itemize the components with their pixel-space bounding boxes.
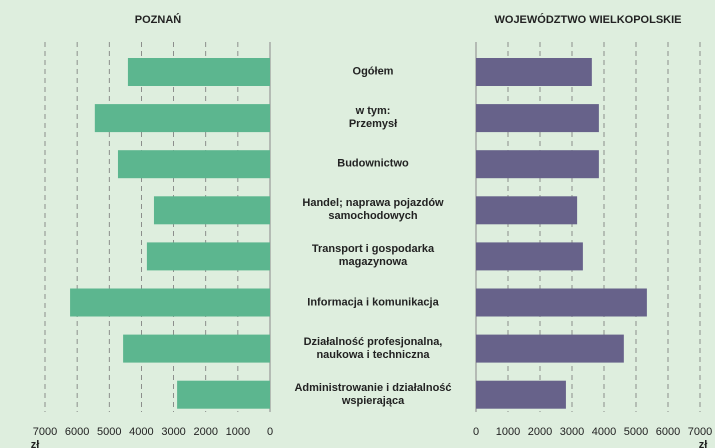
unit-label: zł bbox=[699, 439, 708, 448]
bar bbox=[476, 334, 624, 363]
bar bbox=[127, 58, 270, 86]
bar bbox=[476, 196, 578, 225]
bar bbox=[146, 242, 270, 271]
x-tick-label: 6000 bbox=[65, 426, 89, 438]
x-tick-label: 1000 bbox=[226, 426, 250, 438]
category-label: Ogółem bbox=[352, 65, 394, 78]
right-title: WOJEWÓDZTWO WIELKOPOLSKIE bbox=[495, 13, 682, 26]
bar bbox=[70, 288, 270, 317]
bar bbox=[123, 334, 270, 363]
category-label: Administrowanie i działalność wspierając… bbox=[294, 381, 452, 407]
category-label: w tym: Przemysł bbox=[348, 105, 398, 131]
x-tick-label: 2000 bbox=[193, 426, 217, 438]
bar bbox=[476, 150, 599, 179]
category-label: Transport i gospodarka magazynowa bbox=[311, 243, 435, 269]
left-title: POZNAŃ bbox=[135, 13, 182, 26]
x-tick-label: 4000 bbox=[129, 426, 153, 438]
x-tick-label: 7000 bbox=[33, 426, 57, 438]
x-tick-label: 3000 bbox=[161, 426, 185, 438]
x-tick-label: 0 bbox=[267, 426, 273, 438]
bar bbox=[476, 288, 647, 317]
bar bbox=[153, 196, 270, 225]
bar bbox=[117, 150, 270, 179]
x-tick-label: 2000 bbox=[528, 426, 552, 438]
x-tick-label: 1000 bbox=[496, 426, 520, 438]
bar bbox=[476, 104, 599, 133]
category-label: Informacja i komunikacja bbox=[307, 296, 439, 308]
x-tick-label: 3000 bbox=[560, 426, 584, 438]
bar bbox=[94, 104, 270, 133]
x-tick-label: 0 bbox=[473, 426, 479, 438]
category-label: Handel; naprawa pojazdów samochodowych bbox=[302, 197, 444, 223]
x-tick-label: 5000 bbox=[97, 426, 121, 438]
category-label: Budownictwo bbox=[337, 157, 409, 170]
bar bbox=[476, 58, 592, 86]
x-tick-label: 7000 bbox=[688, 426, 712, 438]
unit-label: zł bbox=[31, 439, 40, 448]
x-tick-label: 5000 bbox=[624, 426, 648, 438]
bar bbox=[476, 380, 566, 409]
bar bbox=[476, 242, 583, 271]
x-tick-label: 6000 bbox=[656, 426, 680, 438]
category-label: Działalność profesjonalna, naukowa i tec… bbox=[303, 335, 443, 361]
x-tick-label: 4000 bbox=[592, 426, 616, 438]
bar bbox=[177, 380, 270, 409]
